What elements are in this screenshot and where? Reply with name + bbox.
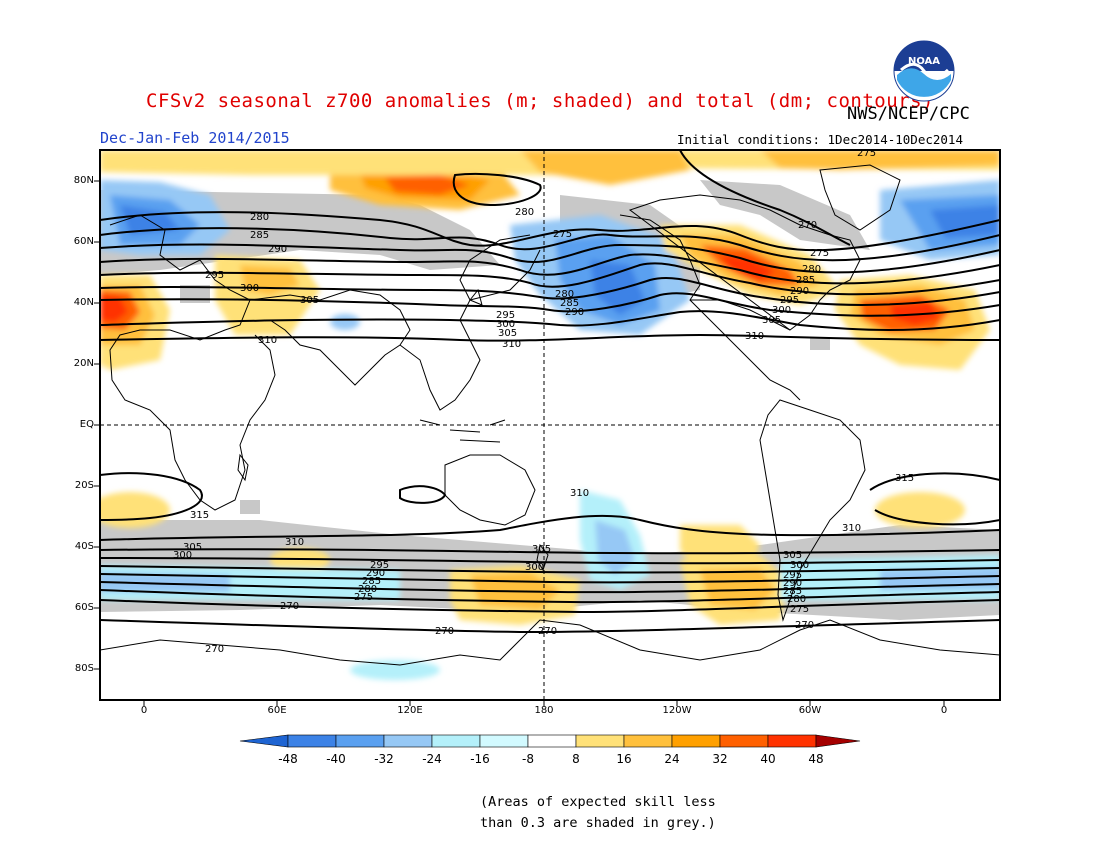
height-contours bbox=[100, 150, 1000, 634]
lat-label: 80S bbox=[74, 663, 94, 674]
contour-label: 300 bbox=[772, 305, 791, 316]
contour-label: 275 bbox=[553, 229, 572, 240]
contour-label: 305 bbox=[762, 315, 781, 326]
contour-label: 305 bbox=[300, 295, 319, 306]
contour-label: 270 bbox=[795, 620, 814, 631]
contour-label: 290 bbox=[790, 286, 809, 297]
contour-label: 300 bbox=[525, 562, 544, 573]
contour-label: 280 bbox=[802, 264, 821, 275]
contour-label: 305 bbox=[183, 542, 202, 553]
skill-note-line1: (Areas of expected skill less bbox=[480, 794, 716, 810]
contour-label: 310 bbox=[570, 488, 589, 499]
lat-label: 60S bbox=[74, 602, 94, 613]
contour-label: 275 bbox=[857, 148, 876, 159]
contour-labels: 280 285 290 295 300 305 310 280 275 280 … bbox=[173, 148, 914, 655]
lon-label: 0 bbox=[940, 705, 948, 716]
colorbar-label: -16 bbox=[470, 752, 490, 766]
axis-ticks bbox=[94, 180, 945, 706]
lon-label: 60E bbox=[267, 705, 287, 716]
contour-label: 310 bbox=[745, 331, 764, 342]
contour-label: 310 bbox=[502, 339, 521, 350]
contour-label: 285 bbox=[783, 586, 802, 597]
colorbar-arrow-left bbox=[239, 734, 289, 748]
contour-label: 270 bbox=[798, 220, 817, 231]
contour-label: 290 bbox=[565, 307, 584, 318]
colorbar-label: 24 bbox=[664, 752, 680, 766]
contour-label: 280 bbox=[358, 584, 377, 595]
colorbar-label: 32 bbox=[712, 752, 728, 766]
lon-label: 0 bbox=[140, 705, 148, 716]
lat-label: 20N bbox=[73, 358, 94, 369]
contour-label: 310 bbox=[842, 523, 861, 534]
contour-label: 305 bbox=[783, 550, 802, 561]
contour-label: 270 bbox=[435, 626, 454, 637]
contour-label: 280 bbox=[787, 594, 806, 605]
contour-label: 295 bbox=[780, 295, 799, 306]
season-label: Dec-Jan-Feb 2014/2015 bbox=[100, 129, 290, 147]
colorbar-label: -32 bbox=[374, 752, 394, 766]
lon-label: 120W bbox=[662, 705, 692, 716]
contour-label: 280 bbox=[250, 212, 269, 223]
agency-label: NWS/NCEP/CPC bbox=[847, 104, 970, 124]
contour-label: 285 bbox=[796, 275, 815, 286]
contour-label: 285 bbox=[250, 230, 269, 241]
noaa-logo-icon: NOAA bbox=[893, 40, 955, 102]
lat-label: 40S bbox=[74, 541, 94, 552]
contour-label: 305 bbox=[532, 544, 551, 555]
colorbar-label: -24 bbox=[422, 752, 442, 766]
contour-label: 290 bbox=[366, 568, 385, 579]
contour-label: 295 bbox=[205, 270, 224, 281]
contour-label: 280 bbox=[515, 207, 534, 218]
contour-label: 275 bbox=[810, 248, 829, 259]
contour-label: 295 bbox=[496, 310, 515, 321]
colorbar-label: 8 bbox=[572, 752, 580, 766]
contour-label: 290 bbox=[268, 244, 287, 255]
contour-label: 300 bbox=[173, 550, 192, 561]
contour-label: 275 bbox=[354, 592, 373, 603]
contour-label: 300 bbox=[240, 283, 259, 294]
contour-label: 270 bbox=[205, 644, 224, 655]
colorbar-arrow-right bbox=[815, 734, 861, 748]
colorbar bbox=[239, 734, 861, 748]
contour-label: 300 bbox=[496, 319, 515, 330]
lon-label: 120E bbox=[397, 705, 423, 716]
lat-label: 80N bbox=[73, 175, 94, 186]
skill-note-line2: than 0.3 are shaded in grey.) bbox=[480, 815, 716, 831]
lat-label: EQ bbox=[79, 419, 94, 430]
contour-label: 310 bbox=[258, 335, 277, 346]
contour-label: 290 bbox=[783, 578, 802, 589]
contour-label: 295 bbox=[370, 560, 389, 571]
contour-label: 305 bbox=[498, 328, 517, 339]
colorbar-label: -8 bbox=[522, 752, 534, 766]
contour-label: 270 bbox=[538, 626, 557, 637]
lat-label: 40N bbox=[73, 297, 94, 308]
contour-label: 295 bbox=[783, 570, 802, 581]
noaa-logo-text: NOAA bbox=[908, 56, 940, 67]
colorbar-label: 40 bbox=[760, 752, 776, 766]
skill-note: (Areas of expected skill less than 0.3 a… bbox=[480, 792, 716, 834]
lat-label: 20S bbox=[74, 480, 94, 491]
contour-label: 275 bbox=[790, 604, 809, 615]
colorbar-label: -48 bbox=[278, 752, 298, 766]
contour-label: 285 bbox=[560, 298, 579, 309]
contour-label: 300 bbox=[790, 560, 809, 571]
contour-label: 310 bbox=[285, 537, 304, 548]
lon-label: 60W bbox=[798, 705, 822, 716]
contour-label: 285 bbox=[362, 576, 381, 587]
contour-label: 280 bbox=[555, 289, 574, 300]
colorbar-label: -40 bbox=[326, 752, 346, 766]
colorbar-label: 16 bbox=[616, 752, 632, 766]
lon-label: 180 bbox=[534, 705, 554, 716]
colorbar-label: 48 bbox=[808, 752, 824, 766]
lat-label: 60N bbox=[73, 236, 94, 247]
chart-title: CFSv2 seasonal z700 anomalies (m; shaded… bbox=[146, 90, 934, 112]
initial-conditions-label: Initial conditions: 1Dec2014-10Dec2014 bbox=[677, 132, 963, 147]
contour-label: 315 bbox=[895, 473, 914, 484]
contour-label: 315 bbox=[190, 510, 209, 521]
contour-label: 270 bbox=[280, 601, 299, 612]
